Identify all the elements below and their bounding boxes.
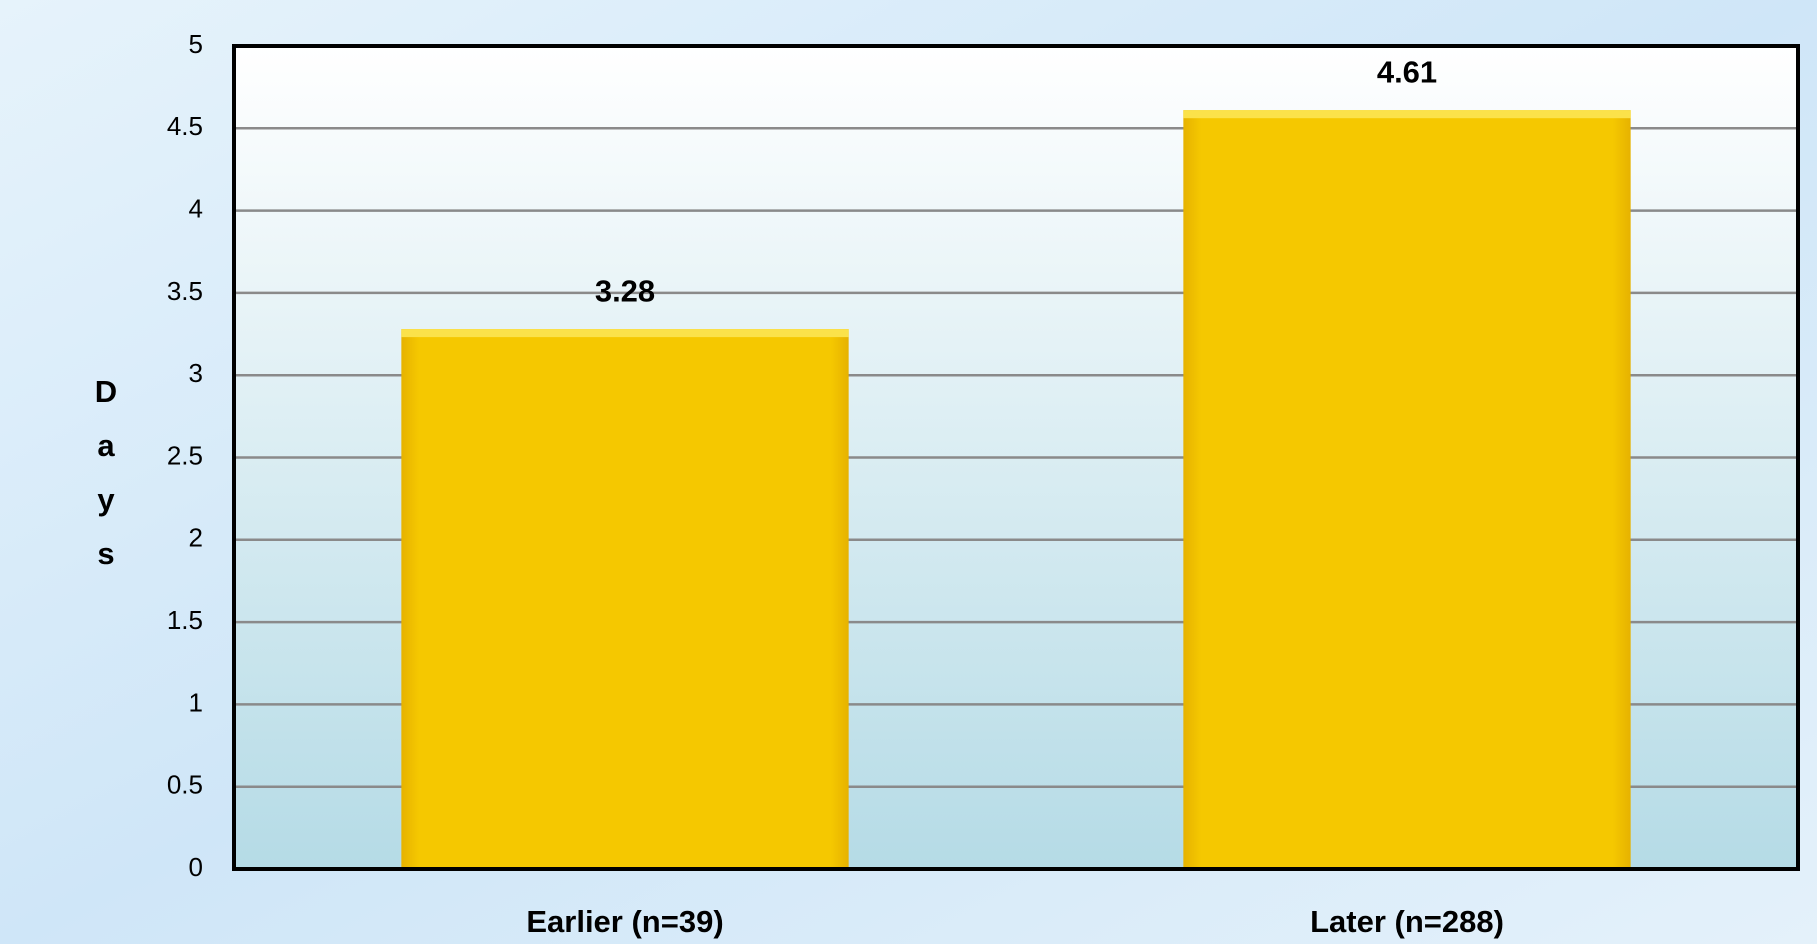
x-tick-label: Earlier (n=39)	[526, 904, 723, 939]
y-tick-label: 0	[189, 852, 203, 882]
bar-highlight	[1183, 110, 1631, 119]
y-tick-label: 4.5	[167, 111, 203, 141]
y-tick-label: 4	[189, 193, 203, 223]
y-tick-label: 3.5	[167, 276, 203, 306]
y-tick-label: 2	[189, 523, 203, 553]
y-tick-label: 0.5	[167, 770, 203, 800]
y-tick-label: 3	[189, 358, 203, 388]
bar-highlight	[401, 329, 849, 338]
value-label: 4.61	[1377, 54, 1437, 89]
x-tick-label: Later (n=288)	[1310, 904, 1504, 939]
y-tick-label: 1.5	[167, 605, 203, 635]
y-tick-label: 5	[189, 29, 203, 59]
bar	[401, 329, 849, 869]
y-tick-label: 1	[189, 687, 203, 717]
y-tick-label: 2.5	[167, 440, 203, 470]
plot-border	[232, 44, 1800, 871]
value-label: 3.28	[595, 273, 655, 308]
bar	[1183, 110, 1631, 870]
